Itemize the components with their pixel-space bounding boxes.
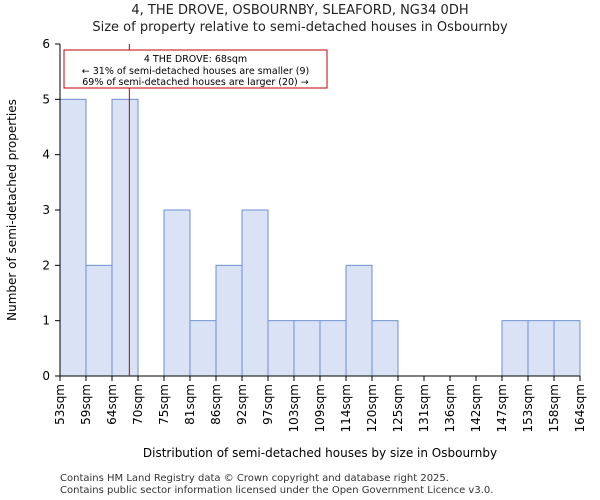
- bar-8: [267, 320, 295, 377]
- bar-5: [189, 320, 217, 377]
- bar-0: [59, 98, 87, 377]
- bar-10: [319, 320, 347, 377]
- chart-title: 4, THE DROVE, OSBOURNBY, SLEAFORD, NG34 …: [131, 3, 469, 18]
- footer-line-2: Contains public sector information licen…: [60, 485, 494, 496]
- y-tick-label-2: 2: [42, 258, 50, 272]
- y-axis-label: Number of semi-detached properties: [5, 99, 19, 321]
- x-tick-label-5: 81sqm: [183, 384, 197, 425]
- annotation-line-3: 69% of semi-detached houses are larger (…: [82, 77, 309, 88]
- x-tick-label-18: 153sqm: [521, 384, 535, 432]
- x-tick-label-8: 97sqm: [261, 384, 275, 425]
- chart-subtitle: Size of property relative to semi-detach…: [92, 20, 508, 35]
- x-tick-label-14: 131sqm: [417, 384, 431, 432]
- x-tick-label-12: 120sqm: [365, 384, 379, 432]
- bar-19: [553, 320, 581, 377]
- y-tick-label-6: 6: [42, 37, 50, 51]
- x-tick-label-11: 114sqm: [339, 384, 353, 432]
- annotation-line-2: ← 31% of semi-detached houses are smalle…: [82, 66, 310, 77]
- x-axis-label: Distribution of semi-detached houses by …: [143, 446, 497, 460]
- x-tick-label-7: 92sqm: [235, 384, 249, 425]
- x-tick-label-17: 147sqm: [495, 384, 509, 432]
- y-tick-label-5: 5: [42, 92, 50, 106]
- bar-18: [527, 320, 555, 377]
- bar-7: [241, 209, 269, 377]
- bar-9: [293, 320, 321, 377]
- x-tick-label-6: 86sqm: [209, 384, 223, 425]
- bar-2: [111, 98, 139, 377]
- x-tick-label-16: 142sqm: [469, 384, 483, 432]
- x-tick-label-20: 164sqm: [573, 384, 587, 432]
- y-tick-label-3: 3: [42, 203, 50, 217]
- x-tick-label-3: 70sqm: [131, 384, 145, 425]
- bar-11: [345, 264, 373, 377]
- bar-4: [163, 209, 191, 377]
- annotation-box: [63, 49, 328, 89]
- annotation-line-1: 4 THE DROVE: 68sqm: [144, 54, 247, 65]
- x-tick-label-9: 103sqm: [287, 384, 301, 432]
- bar-1: [85, 264, 113, 377]
- bar-17: [501, 320, 529, 377]
- x-tick-label-15: 136sqm: [443, 384, 457, 432]
- x-tick-label-19: 158sqm: [547, 384, 561, 432]
- x-tick-label-13: 125sqm: [391, 384, 405, 432]
- footer-line-1: Contains HM Land Registry data © Crown c…: [60, 473, 449, 484]
- x-tick-label-10: 109sqm: [313, 384, 327, 432]
- x-tick-label-4: 75sqm: [157, 384, 171, 425]
- x-tick-label-1: 59sqm: [79, 384, 93, 425]
- y-tick-label-0: 0: [42, 369, 50, 383]
- bar-12: [371, 320, 399, 377]
- y-tick-label-4: 4: [42, 148, 50, 162]
- x-tick-label-2: 64sqm: [105, 384, 119, 425]
- bar-6: [215, 264, 243, 377]
- x-tick-label-0: 53sqm: [53, 384, 67, 425]
- y-tick-label-1: 1: [42, 314, 50, 328]
